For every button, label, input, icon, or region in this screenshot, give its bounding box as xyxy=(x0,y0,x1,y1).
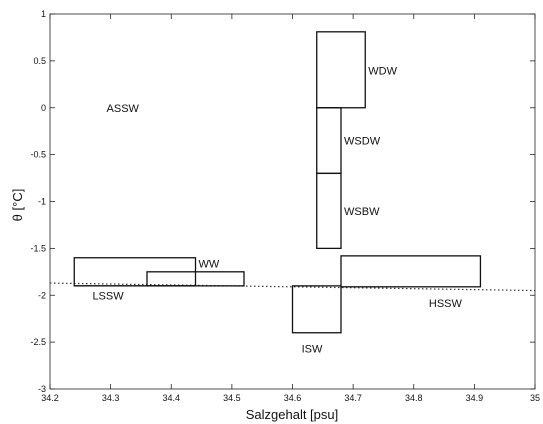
label-lssw: LSSW xyxy=(92,290,124,302)
label-ww: WW xyxy=(199,258,220,270)
x-tick-label: 34.7 xyxy=(344,393,362,403)
y-tick-label: -2 xyxy=(38,290,46,300)
box-isw xyxy=(291,285,342,334)
label-hssw: HSSW xyxy=(429,298,463,310)
x-tick-label: 34.9 xyxy=(466,393,484,403)
box-wsdw xyxy=(316,107,342,175)
box-hssw xyxy=(340,255,482,288)
y-tick-label: -1 xyxy=(38,197,46,207)
water-mass-boxes xyxy=(73,31,482,334)
label-wsdw: WSDW xyxy=(344,136,381,148)
x-tick-label: 34.8 xyxy=(405,393,423,403)
box-wdw xyxy=(316,31,366,109)
y-tick-label: -1.5 xyxy=(30,243,46,253)
x-tick-label: 34.5 xyxy=(223,393,241,403)
x-tick-label: 34.4 xyxy=(162,393,180,403)
x-tick-label: 34.3 xyxy=(102,393,120,403)
y-tick-label: -0.5 xyxy=(30,150,46,160)
x-tick-label: 35 xyxy=(530,393,540,403)
y-axis-label: θ [°C] xyxy=(10,189,25,222)
box-wsbw xyxy=(316,172,342,250)
y-tick-label: -3 xyxy=(38,384,46,394)
y-tick-label: 0.5 xyxy=(33,56,46,66)
y-tick-label: 1 xyxy=(41,9,46,19)
freezing-line xyxy=(49,282,536,292)
y-tick-label: -2.5 xyxy=(30,337,46,347)
axis-ticks: 34.2 34.3 34.4 34.5 34.6 34.7 34.8 34.9 35 -3 -2.5… xyxy=(30,9,540,403)
label-wsbw: WSBW xyxy=(344,206,380,218)
x-axis-label: Salzgehalt [psu] xyxy=(246,407,339,422)
x-tick-label: 34.2 xyxy=(41,393,59,403)
y-tick-label: 0 xyxy=(41,103,46,113)
label-wdw: WDW xyxy=(368,65,397,77)
x-tick-label: 34.6 xyxy=(284,393,302,403)
freezing-point-line xyxy=(49,282,536,292)
annotation-assw: ASSW xyxy=(107,103,140,115)
water-mass-labels: WDW WSDW WSBW WW LSSW ISW HSSW ASSW xyxy=(92,65,462,355)
label-isw: ISW xyxy=(302,344,323,356)
